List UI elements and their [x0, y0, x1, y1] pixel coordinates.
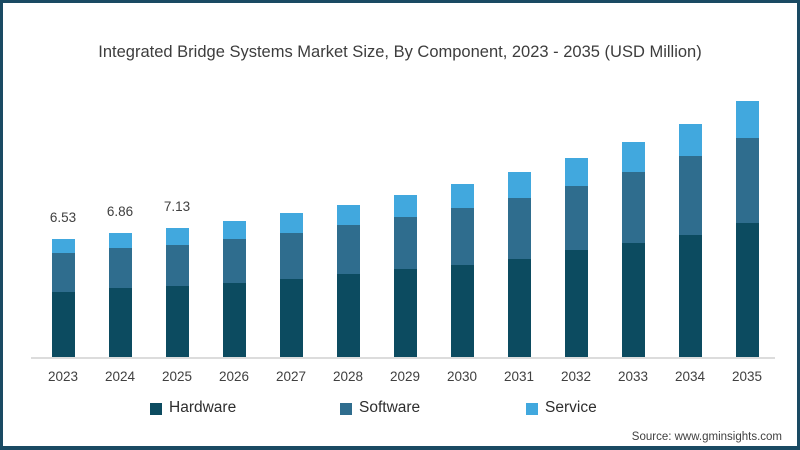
bar-segment-hardware-2025 [165, 285, 189, 358]
bar-2026 [222, 221, 246, 358]
bar-segment-service-2029 [393, 194, 417, 217]
bar-segment-software-2033 [621, 172, 645, 244]
bar-2027 [279, 213, 303, 358]
bar-segment-service-2031 [507, 171, 531, 199]
bar-2023 [51, 238, 75, 358]
bar-segment-hardware-2023 [51, 291, 75, 358]
legend-swatch-software [340, 402, 352, 415]
bar-2025 [165, 228, 189, 358]
bar-2024 [108, 232, 132, 358]
x-axis-label-2024: 2024 [104, 369, 136, 384]
legend-swatch-hardware [150, 402, 162, 415]
bar-segment-software-2025 [165, 244, 189, 286]
bar-segment-software-2024 [108, 248, 132, 288]
x-axis-label-2026: 2026 [218, 369, 250, 384]
bar-segment-service-2024 [108, 232, 132, 249]
x-axis-label-2034: 2034 [674, 369, 706, 384]
x-axis-label-2025: 2025 [161, 369, 193, 384]
bar-value-label-2024: 6.86 [106, 203, 134, 219]
bar-segment-software-2028 [336, 225, 360, 275]
bar-segment-software-2032 [564, 185, 588, 250]
plot-area [3, 3, 797, 358]
legend-item-service: Service [526, 399, 597, 417]
x-axis-label-2023: 2023 [47, 369, 79, 384]
bar-segment-hardware-2035 [735, 222, 759, 358]
bar-2028 [336, 204, 360, 358]
bar-segment-software-2030 [450, 207, 474, 266]
x-axis-label-2027: 2027 [275, 369, 307, 384]
bar-2035 [735, 101, 759, 358]
bar-segment-software-2035 [735, 137, 759, 223]
bar-segment-service-2034 [678, 123, 702, 157]
bar-2029 [393, 194, 417, 358]
x-axis-label-2028: 2028 [332, 369, 364, 384]
bar-segment-software-2027 [279, 232, 303, 279]
legend-label-service: Service [545, 399, 597, 416]
bar-2034 [678, 123, 702, 358]
bar-value-label-2023: 6.53 [49, 209, 77, 225]
bar-segment-service-2035 [735, 101, 759, 138]
bar-segment-hardware-2028 [336, 274, 360, 358]
legend-item-hardware: Hardware [150, 399, 236, 417]
source-note: Source: www.gminsights.com [631, 431, 782, 443]
legend-label-software: Software [359, 399, 421, 416]
x-axis-label-2029: 2029 [389, 369, 421, 384]
bar-value-label-2025: 7.13 [163, 199, 191, 215]
bar-segment-hardware-2024 [108, 287, 132, 358]
bar-segment-software-2029 [393, 216, 417, 270]
bar-2033 [621, 142, 645, 358]
bar-segment-service-2033 [621, 142, 645, 173]
bar-segment-hardware-2029 [393, 269, 417, 358]
bar-2030 [450, 184, 474, 358]
bar-segment-software-2026 [222, 238, 246, 283]
x-axis-label-2035: 2035 [731, 369, 763, 384]
bar-segment-hardware-2033 [621, 243, 645, 358]
bar-segment-hardware-2032 [564, 249, 588, 358]
bar-segment-software-2031 [507, 198, 531, 259]
bar-segment-service-2026 [222, 221, 246, 239]
x-axis-line [31, 357, 775, 359]
bar-segment-hardware-2031 [507, 258, 531, 358]
bar-segment-hardware-2027 [279, 278, 303, 358]
bar-segment-hardware-2030 [450, 265, 474, 358]
chart-title: Integrated Bridge Systems Market Size, B… [98, 43, 702, 61]
x-axis-label-2032: 2032 [560, 369, 592, 384]
bar-2031 [507, 171, 531, 358]
bar-segment-service-2030 [450, 184, 474, 208]
legend-label-hardware: Hardware [169, 399, 237, 416]
bar-segment-hardware-2026 [222, 282, 246, 358]
x-axis-label-2031: 2031 [503, 369, 535, 384]
x-axis-label-2033: 2033 [617, 369, 649, 384]
legend-swatch-service [526, 402, 538, 415]
bar-segment-service-2032 [564, 158, 588, 186]
bar-2032 [564, 158, 588, 358]
bar-segment-service-2023 [51, 238, 75, 253]
legend-item-software: Software [340, 399, 420, 417]
bar-segment-software-2034 [678, 156, 702, 236]
bar-segment-service-2025 [165, 228, 189, 245]
x-axis-label-2030: 2030 [446, 369, 478, 384]
bar-segment-hardware-2034 [678, 235, 702, 358]
bar-segment-software-2023 [51, 252, 75, 292]
bar-segment-service-2028 [336, 204, 360, 226]
bar-segment-service-2027 [279, 213, 303, 233]
